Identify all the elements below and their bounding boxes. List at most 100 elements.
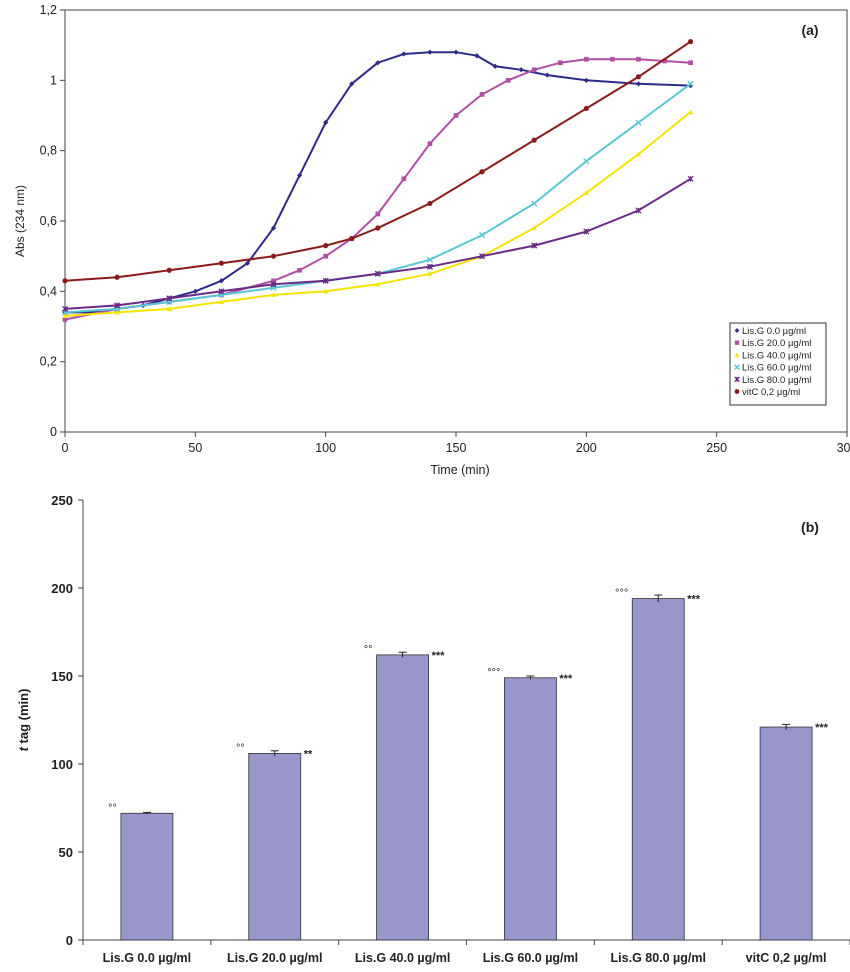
legend-item: Lis.G 60.0 µg/ml xyxy=(734,363,811,374)
data-point xyxy=(610,56,615,62)
significance-mark-left: °°° xyxy=(615,588,628,600)
significance-mark-right: *** xyxy=(559,673,573,685)
data-point xyxy=(427,141,433,146)
series-lis-g-40-0-g-ml xyxy=(62,109,694,319)
line-chart-panel: 0 0,2 0,4 0,6 0,8 1 1,2 0 50 100 150 200 250 300 (a)… xyxy=(13,3,850,477)
data-point xyxy=(401,176,407,182)
bar-group: °°° *** xyxy=(487,667,573,941)
data-point xyxy=(270,225,277,231)
data-point xyxy=(271,278,276,284)
data-point xyxy=(505,77,511,83)
plot-area xyxy=(64,9,848,433)
significance-mark-right: *** xyxy=(687,594,701,606)
data-point xyxy=(244,260,251,266)
y-tick-label: 0 xyxy=(66,933,73,948)
data-point xyxy=(349,235,355,242)
data-point xyxy=(114,302,121,309)
significance-mark-left: °°° xyxy=(487,667,500,679)
data-point xyxy=(218,299,224,304)
category-label: Lis.G 60.0 µg/ml xyxy=(483,951,578,965)
legend-item: Lis.G 20.0 µg/ml xyxy=(734,338,811,349)
y-tick-label: 100 xyxy=(51,757,73,772)
data-point xyxy=(479,92,485,97)
bar-group: °°° *** xyxy=(615,588,701,941)
data-point xyxy=(687,80,694,87)
bar xyxy=(631,598,685,941)
data-point xyxy=(734,389,740,394)
data-point xyxy=(374,270,381,277)
x-axis-title: Time (min) xyxy=(430,463,489,477)
data-point xyxy=(427,200,433,207)
data-point xyxy=(62,317,68,322)
bar xyxy=(376,654,429,941)
data-point xyxy=(635,119,642,126)
data-point xyxy=(479,169,485,175)
bar-group: °° *** xyxy=(364,644,446,941)
data-point xyxy=(349,81,355,87)
panel-label: (a) xyxy=(801,22,818,38)
data-point xyxy=(375,225,381,231)
data-point xyxy=(479,253,486,260)
data-point xyxy=(375,60,381,66)
bar-group: °° ** xyxy=(236,742,313,941)
data-point xyxy=(297,172,303,178)
y-tick-label: 50 xyxy=(59,845,73,860)
significance-mark-right: *** xyxy=(432,650,446,662)
data-point xyxy=(734,376,740,383)
x-axis: Lis.G 0.0 µg/ml Lis.G 20.0 µg/ml Lis.G 40.… xyxy=(82,940,850,965)
data-point xyxy=(583,77,589,83)
data-point xyxy=(62,278,68,284)
panel-label: (b) xyxy=(801,519,819,535)
data-point xyxy=(531,137,537,143)
data-point xyxy=(375,281,381,287)
y-tick-label: 0,6 xyxy=(40,214,57,228)
data-point xyxy=(427,49,433,55)
data-point xyxy=(478,231,486,239)
data-point xyxy=(218,278,224,284)
legend-item: Lis.G 80.0 µg/ml xyxy=(734,375,811,386)
y-axis: 0 50 100 150 200 250 xyxy=(51,493,83,948)
bar xyxy=(248,753,302,941)
data-point xyxy=(635,151,642,157)
y-tick-label: 250 xyxy=(51,493,73,508)
y-axis: 0 0,2 0,4 0,6 0,8 1 1,2 xyxy=(40,3,65,439)
data-point xyxy=(583,158,590,165)
category-label: Lis.G 40.0 µg/ml xyxy=(355,951,450,965)
data-point xyxy=(323,119,329,126)
data-point xyxy=(734,328,740,333)
data-point xyxy=(426,256,434,263)
data-point xyxy=(192,288,198,294)
data-point xyxy=(531,242,538,249)
legend-box xyxy=(729,322,827,406)
data-point xyxy=(734,340,740,345)
data-point xyxy=(557,60,563,66)
data-point xyxy=(218,288,225,295)
data-point xyxy=(518,67,524,73)
y-tick-label: 0,8 xyxy=(40,144,57,158)
legend-label: vitC 0,2 µg/ml xyxy=(742,387,800,398)
data-point xyxy=(635,74,642,80)
bar-group: °° xyxy=(108,802,174,941)
x-tick-label: 150 xyxy=(446,441,467,455)
legend-label: Lis.G 60.0 µg/ml xyxy=(742,363,811,374)
data-point xyxy=(734,364,740,370)
x-tick-label: 300 xyxy=(837,441,850,455)
data-point xyxy=(62,313,68,319)
y-tick-label: 1 xyxy=(50,73,57,87)
bar-chart-panel: 0 50 100 150 200 250 °° °° ** °° *** °°° *** °°° *** *… xyxy=(16,493,850,965)
data-point xyxy=(323,253,329,259)
data-point xyxy=(688,39,694,45)
category-label: vitC 0,2 µg/ml xyxy=(746,951,827,965)
significance-mark-right: *** xyxy=(815,722,829,734)
data-point xyxy=(453,49,459,55)
y-tick-label: 0 xyxy=(50,425,57,439)
category-label: Lis.G 0.0 µg/ml xyxy=(103,951,191,965)
data-point xyxy=(492,63,498,69)
legend-label: Lis.G 40.0 µg/ml xyxy=(742,350,811,361)
y-axis-title: t tag (min) xyxy=(16,689,31,752)
category-label: Lis.G 80.0 µg/ml xyxy=(611,951,706,965)
data-point xyxy=(166,306,172,311)
